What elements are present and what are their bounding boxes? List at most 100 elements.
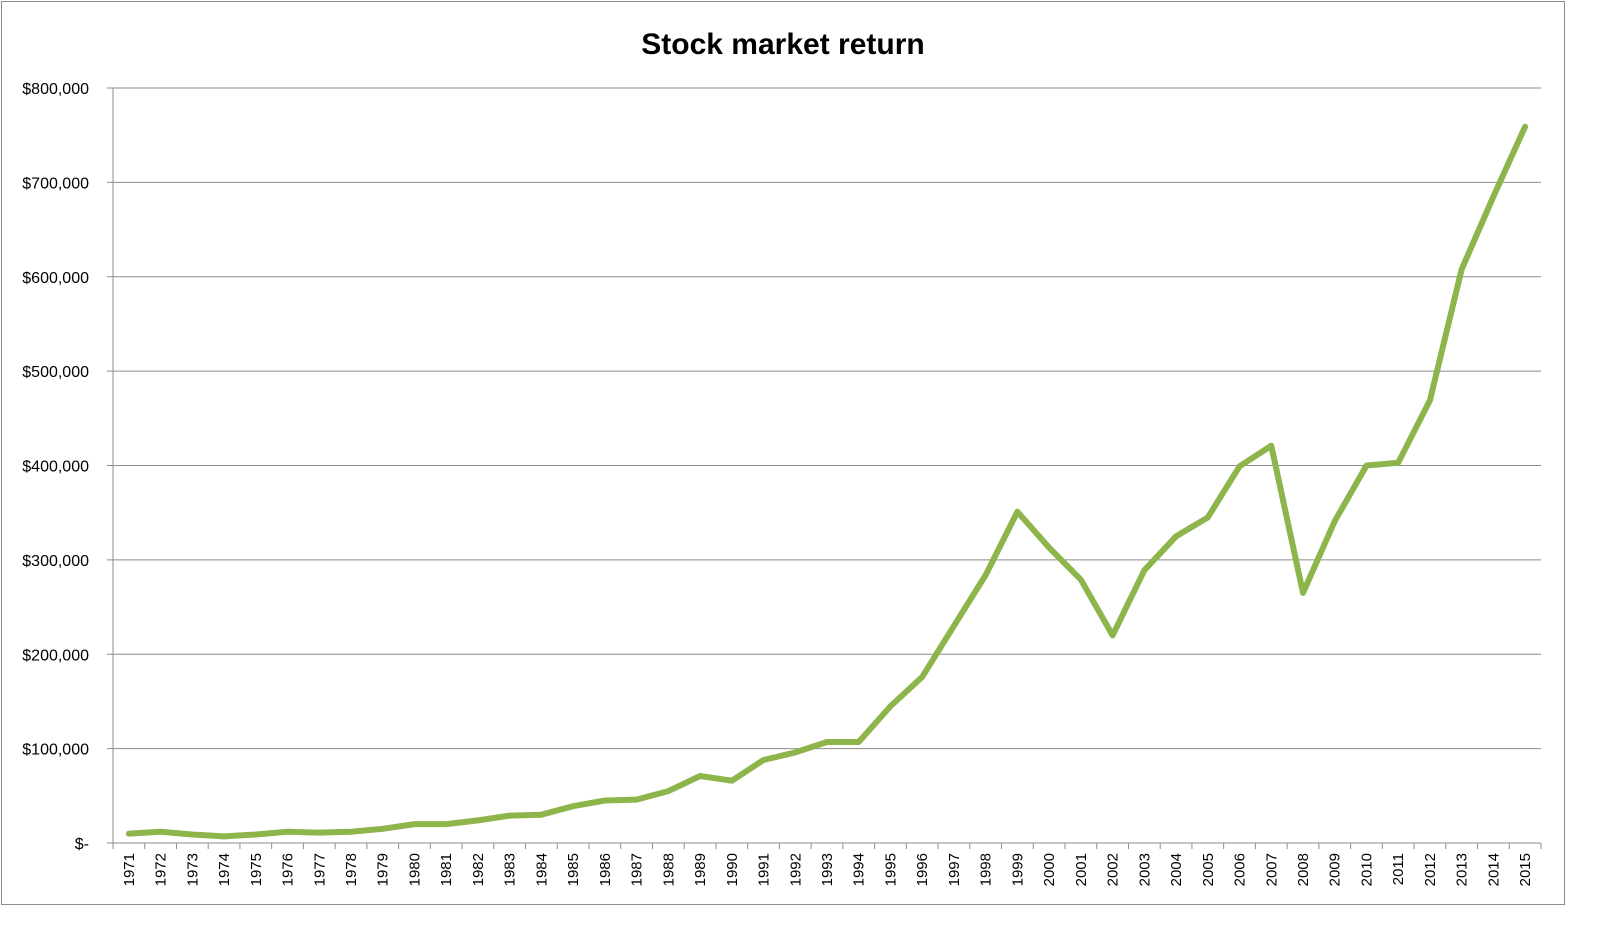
- x-tick-label: 1993: [819, 853, 836, 886]
- data-point: [761, 757, 766, 762]
- x-tick-label: 1974: [216, 853, 233, 886]
- x-tick-label: 1999: [1009, 853, 1026, 886]
- data-point: [729, 778, 734, 783]
- x-tick-label: 1988: [660, 853, 677, 886]
- data-point: [412, 822, 417, 827]
- x-tick-label: 1997: [946, 853, 963, 886]
- data-point: [507, 813, 512, 818]
- x-tick-label: 1980: [406, 853, 423, 886]
- data-point: [1491, 194, 1496, 199]
- x-tick-label: 2010: [1358, 853, 1375, 886]
- data-point: [1332, 519, 1337, 524]
- y-tick-label: $700,000: [22, 175, 89, 192]
- data-point: [951, 623, 956, 628]
- data-point: [983, 572, 988, 577]
- series-layer: [125, 123, 1529, 840]
- data-point: [190, 832, 195, 837]
- y-tick-label: $-: [75, 836, 89, 853]
- data-point: [1237, 464, 1242, 469]
- x-tick-label: 1989: [692, 853, 709, 886]
- data-point: [1459, 267, 1464, 272]
- x-tick-label: 1990: [724, 853, 741, 886]
- data-point: [222, 834, 227, 839]
- x-tick-label: 2012: [1422, 853, 1439, 886]
- x-tick-label: 1998: [978, 853, 995, 886]
- data-point: [475, 818, 480, 823]
- data-point: [698, 773, 703, 778]
- x-tick-label: 1982: [470, 853, 487, 886]
- data-point: [1110, 633, 1115, 638]
- x-tick-label: 2004: [1168, 853, 1185, 886]
- x-tick-label: 1983: [502, 853, 519, 886]
- data-point: [539, 812, 544, 817]
- x-tick-label: 1991: [756, 853, 773, 886]
- x-tick-label: 2002: [1105, 853, 1122, 886]
- x-tick-label: 2007: [1263, 853, 1280, 886]
- series-line: [125, 123, 1529, 840]
- data-point: [1078, 577, 1083, 582]
- data-point: [444, 822, 449, 827]
- x-tick-label: 1995: [882, 853, 899, 886]
- x-tick-label: 2000: [1041, 853, 1058, 886]
- data-point: [1301, 590, 1305, 595]
- x-tick-label: 1976: [280, 853, 297, 886]
- y-tick-label: $400,000: [22, 459, 89, 476]
- y-axis-ticks: $- $100,000 $200,000 $300,000 $400,000 $500,0…: [22, 81, 113, 853]
- data-point: [1523, 124, 1528, 129]
- y-tick-label: $800,000: [22, 81, 89, 98]
- chart-title: Stock market return: [641, 28, 924, 61]
- x-tick-label: 1971: [121, 853, 138, 886]
- data-point: [888, 704, 893, 709]
- data-point: [1396, 460, 1401, 465]
- data-point: [1269, 443, 1274, 448]
- data-point: [253, 832, 258, 837]
- data-point: [380, 826, 385, 831]
- data-point: [349, 829, 353, 834]
- data-point: [1427, 398, 1432, 403]
- x-tick-label: 2011: [1390, 853, 1407, 885]
- data-point: [285, 829, 290, 834]
- x-axis-ticks: 1971 1972 1973 1974 1975 1976 1977 1978 1979 1980…: [112, 843, 1542, 886]
- x-tick-label: 2008: [1295, 853, 1312, 886]
- x-tick-label: 1973: [184, 853, 201, 886]
- gridlines: [113, 87, 1541, 750]
- x-tick-label: 2009: [1327, 853, 1344, 886]
- x-tick-label: 1984: [533, 853, 550, 886]
- data-point: [920, 674, 925, 679]
- x-tick-label: 2014: [1485, 853, 1502, 886]
- data-point: [825, 740, 829, 745]
- x-tick-label: 1992: [787, 853, 804, 886]
- data-point: [793, 750, 798, 755]
- x-tick-label: 1994: [851, 853, 868, 886]
- data-point: [158, 829, 163, 834]
- y-tick-label: $200,000: [22, 647, 89, 664]
- x-tick-label: 2013: [1454, 853, 1471, 886]
- data-point: [1205, 515, 1210, 520]
- data-point: [634, 797, 639, 802]
- y-tick-label: $300,000: [22, 553, 89, 570]
- x-tick-label: 2001: [1073, 853, 1090, 886]
- data-point: [126, 831, 131, 836]
- data-point: [1015, 509, 1020, 514]
- x-tick-label: 1979: [375, 853, 392, 886]
- data-point: [602, 798, 607, 803]
- y-tick-label: $600,000: [22, 270, 89, 287]
- x-tick-label: 1987: [629, 853, 646, 886]
- data-point: [1047, 545, 1052, 550]
- x-tick-label: 1977: [311, 853, 328, 886]
- data-point: [317, 830, 322, 835]
- x-tick-label: 2006: [1232, 853, 1249, 886]
- data-point: [856, 740, 861, 745]
- x-tick-label: 2015: [1517, 853, 1534, 886]
- x-tick-label: 1975: [248, 853, 265, 886]
- data-point: [571, 804, 576, 809]
- x-tick-label: 1978: [343, 853, 360, 886]
- x-tick-label: 1986: [597, 853, 614, 886]
- data-point: [1364, 463, 1369, 468]
- data-point: [1142, 568, 1147, 573]
- x-tick-label: 1981: [438, 853, 455, 886]
- x-tick-label: 1985: [565, 853, 582, 886]
- y-tick-label: $500,000: [22, 364, 89, 381]
- x-tick-label: 2003: [1136, 853, 1153, 886]
